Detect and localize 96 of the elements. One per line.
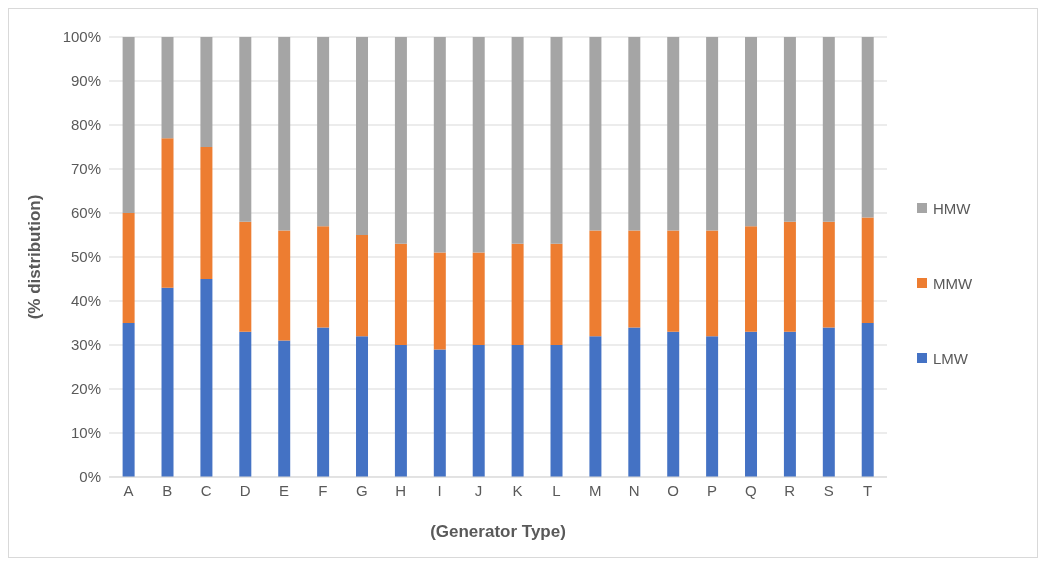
bar (706, 230, 719, 337)
bar (394, 37, 407, 244)
bar (200, 279, 213, 477)
bar (589, 336, 602, 477)
x-tick-label: S (823, 481, 834, 499)
bar (511, 37, 524, 244)
bar (161, 37, 174, 139)
bar (822, 221, 835, 328)
x-tick-label: L (552, 481, 561, 499)
bar (161, 287, 174, 477)
bar (161, 138, 174, 288)
bar (745, 331, 758, 477)
y-tick-label: 70% (70, 160, 101, 178)
bar (200, 147, 213, 279)
y-tick-label: 10% (70, 424, 101, 442)
bar (550, 37, 563, 244)
bar (239, 331, 252, 477)
bar (628, 327, 641, 477)
bar (667, 331, 680, 477)
x-tick-label: P (706, 481, 717, 499)
x-tick-label: R (784, 481, 796, 499)
bar (628, 37, 641, 231)
y-axis-title: (% distribution) (25, 194, 45, 320)
bar (861, 323, 874, 477)
x-tick-label: O (667, 481, 679, 499)
y-tick-label: 100% (62, 28, 101, 46)
y-tick-label: 40% (70, 292, 101, 310)
x-tick-label: J (474, 481, 483, 499)
bar (356, 37, 369, 235)
bar (706, 336, 719, 477)
x-tick-label: T (862, 481, 873, 499)
bar (433, 349, 446, 477)
y-tick-label: 60% (70, 204, 101, 222)
y-tick-label: 0% (79, 468, 101, 486)
bar (317, 226, 330, 328)
x-tick-label: I (437, 481, 442, 499)
bar (783, 221, 796, 332)
bar (783, 37, 796, 222)
legend-label: MMW (933, 274, 973, 292)
bar (317, 327, 330, 477)
y-tick-label: 20% (70, 380, 101, 398)
y-tick-label: 90% (70, 72, 101, 90)
x-tick-label: K (512, 481, 523, 499)
x-tick-label: G (356, 481, 368, 499)
bar (122, 213, 135, 323)
bar (317, 37, 330, 227)
y-tick-label: 50% (70, 248, 101, 266)
x-tick-label: E (279, 481, 290, 499)
bar (356, 235, 369, 337)
bar (122, 323, 135, 477)
x-tick-label: M (589, 481, 602, 499)
bar (472, 345, 485, 477)
bar (511, 243, 524, 345)
x-tick-label: D (239, 481, 251, 499)
bar (472, 37, 485, 253)
bar (667, 230, 680, 332)
legend-label: HMW (933, 199, 971, 217)
x-tick-label: A (123, 481, 134, 499)
bar (239, 37, 252, 222)
y-tick-label: 80% (70, 116, 101, 134)
bar (861, 37, 874, 218)
legend-label: LMW (933, 349, 968, 367)
bar (861, 217, 874, 323)
bar (550, 243, 563, 345)
bar (822, 37, 835, 222)
x-tick-label: F (318, 481, 328, 499)
bar (394, 345, 407, 477)
bar (783, 331, 796, 477)
x-tick-label: B (162, 481, 173, 499)
x-tick-label: N (628, 481, 640, 499)
bar (589, 230, 602, 337)
bar (394, 243, 407, 345)
bar (278, 230, 291, 341)
bar (433, 37, 446, 253)
x-tick-label: H (395, 481, 407, 499)
bar (628, 230, 641, 328)
bar (589, 37, 602, 231)
bar (745, 226, 758, 332)
bar (433, 252, 446, 350)
bar (200, 37, 213, 147)
x-tick-label: C (200, 481, 212, 499)
bar (278, 340, 291, 477)
x-tick-label: Q (745, 481, 757, 499)
bar (122, 37, 135, 213)
bar (822, 327, 835, 477)
x-axis-title: (Generator Type) (430, 522, 566, 541)
bar (667, 37, 680, 231)
bar (472, 252, 485, 345)
bar (550, 345, 563, 477)
bar (706, 37, 719, 231)
bar (745, 37, 758, 227)
bar (278, 37, 291, 231)
bar (356, 336, 369, 477)
bar (239, 221, 252, 332)
bar (511, 345, 524, 477)
y-tick-label: 30% (70, 336, 101, 354)
